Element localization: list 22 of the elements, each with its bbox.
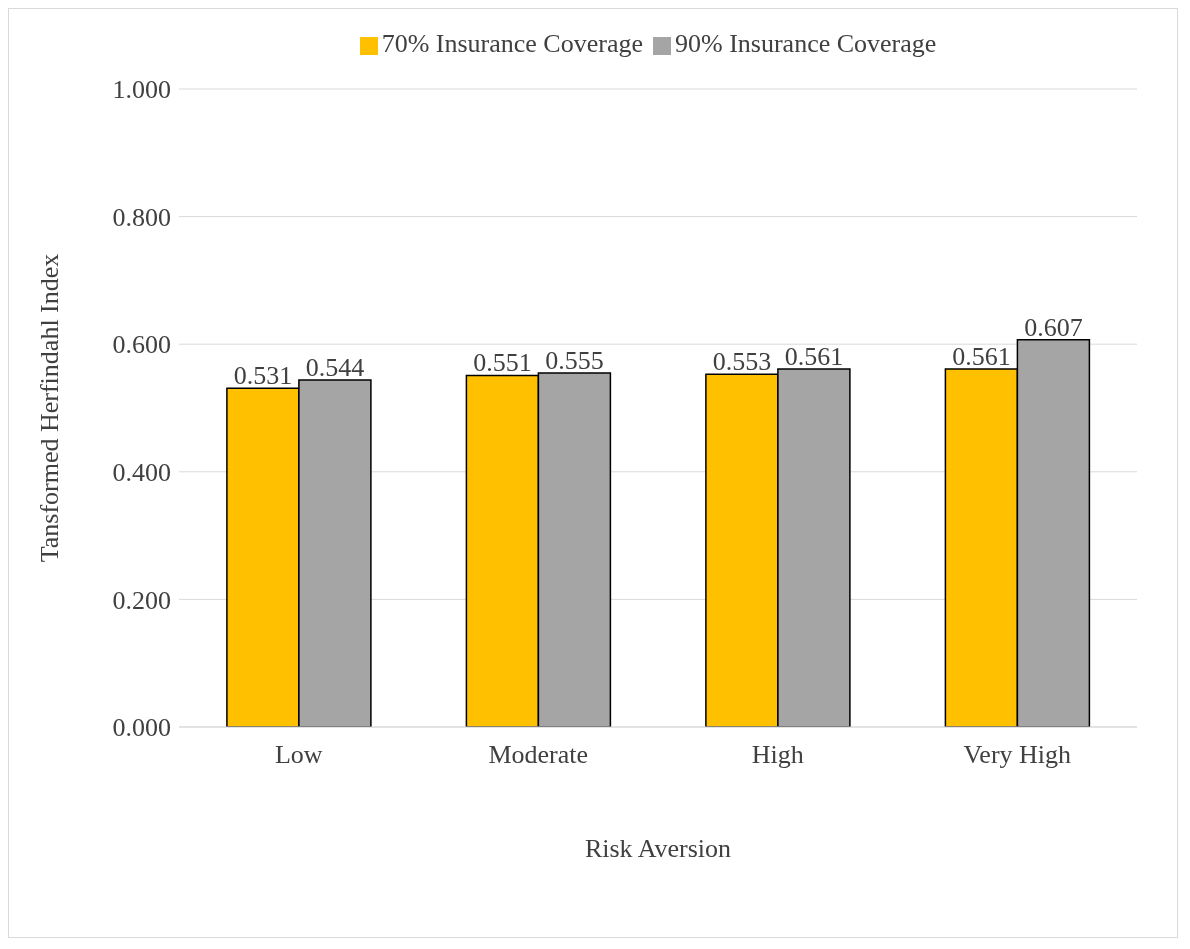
y-tick-label: 0.200 bbox=[112, 585, 171, 615]
data-label: 0.551 bbox=[473, 348, 532, 378]
x-tick-label: High bbox=[751, 740, 804, 770]
y-tick-label: 0.000 bbox=[112, 713, 171, 743]
data-label: 0.544 bbox=[305, 352, 365, 382]
y-tick-label: 1.000 bbox=[112, 75, 171, 105]
data-label: 0.553 bbox=[712, 347, 772, 377]
data-label: 0.561 bbox=[952, 342, 1011, 372]
data-label: 0.561 bbox=[784, 342, 844, 372]
x-tick-label: Moderate bbox=[488, 740, 589, 770]
legend-label: 90% Insurance Coverage bbox=[675, 29, 937, 58]
y-tick-label: 0.600 bbox=[112, 330, 171, 360]
y-tick-label: 0.400 bbox=[112, 458, 171, 488]
legend-label: 70% Insurance Coverage bbox=[381, 29, 643, 58]
data-label: 0.607 bbox=[1024, 312, 1083, 342]
x-tick-label: Very High bbox=[963, 740, 1072, 770]
x-axis-title: Risk Aversion bbox=[584, 834, 732, 863]
data-label: 0.531 bbox=[233, 361, 293, 391]
x-tick-label: Low bbox=[274, 740, 323, 770]
data-label: 0.555 bbox=[545, 345, 604, 375]
y-tick-label: 0.800 bbox=[112, 202, 171, 232]
y-axis-title: Tansformed Herfindahl Index bbox=[35, 253, 65, 563]
